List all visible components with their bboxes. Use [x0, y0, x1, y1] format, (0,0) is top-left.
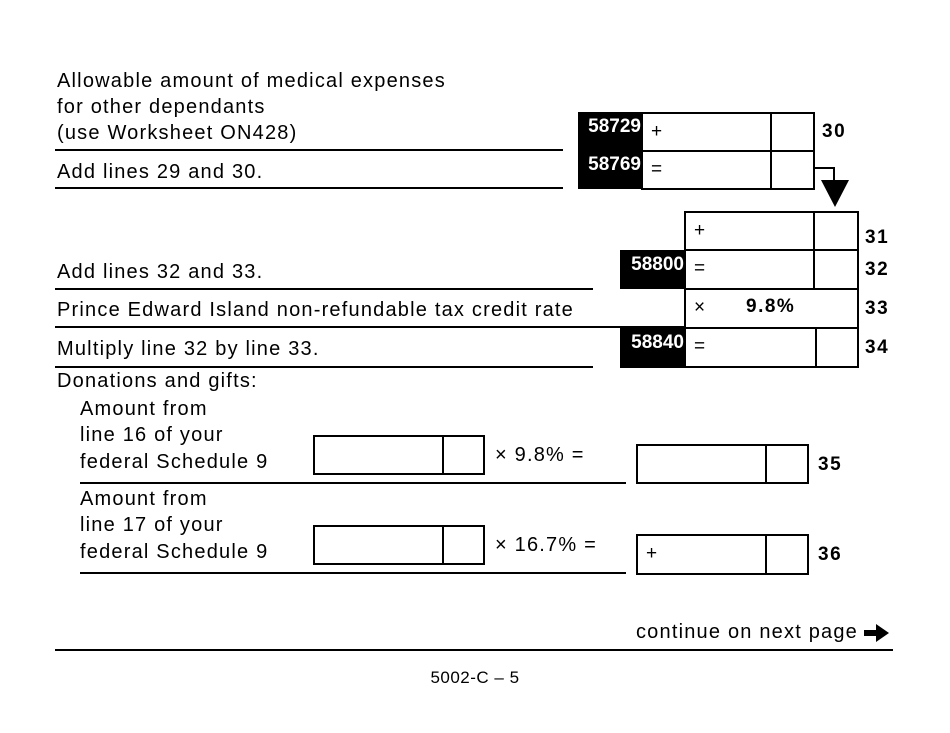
line35-label-1: Amount from [80, 398, 208, 420]
divider [55, 288, 593, 290]
equals-sign: = [694, 336, 706, 357]
line-number-36: 36 [818, 544, 843, 565]
line-number-32: 32 [865, 259, 890, 280]
equals-sign: = [651, 159, 663, 180]
line35-operation: × 9.8% = [495, 444, 585, 466]
line36-label-2: line 17 of your [80, 514, 224, 536]
line33-label: Prince Edward Island non-refundable tax … [57, 299, 575, 321]
line33-rate-box: × 9.8% [684, 288, 859, 329]
line32-label: Add lines 32 and 33. [57, 261, 264, 283]
line-sum-label: Add lines 29 and 30. [57, 161, 264, 183]
cents-divider [770, 114, 772, 150]
divider [80, 572, 626, 574]
line30-label-3: (use Worksheet ON428) [57, 122, 298, 144]
line36-operation: × 16.7% = [495, 534, 597, 556]
divider [80, 482, 626, 484]
equals-sign: = [694, 258, 706, 279]
donations-heading: Donations and gifts: [57, 370, 258, 392]
line35-amount-input[interactable] [313, 435, 485, 475]
cents-divider [815, 329, 817, 366]
line30-input[interactable]: + [641, 112, 815, 152]
plus-sign: + [651, 121, 663, 142]
line34-label: Multiply line 32 by line 33. [57, 338, 320, 360]
line35-label-2: line 16 of your [80, 424, 224, 446]
line36-label-1: Amount from [80, 488, 208, 510]
line-number-33: 33 [865, 298, 890, 319]
continue-text: continue on next page [635, 621, 858, 643]
plus-sign: + [646, 543, 658, 564]
line35-result-input[interactable] [636, 444, 809, 484]
line36-result-input[interactable]: + [636, 534, 809, 575]
divider [55, 326, 685, 328]
divider [55, 149, 563, 151]
line30-label-2: for other dependants [57, 96, 266, 118]
line32-code: 58800 [620, 250, 686, 289]
cents-divider [813, 251, 815, 288]
line-sum-code: 58769 [578, 150, 643, 189]
cents-divider [813, 213, 815, 249]
line30-code: 58729 [578, 112, 643, 151]
line33-rate: 9.8% [746, 296, 796, 317]
page-number: 5002-C – 5 [430, 668, 520, 687]
line-number-34: 34 [865, 337, 890, 358]
line-number-35: 35 [818, 454, 843, 475]
line34-code: 58840 [620, 328, 686, 368]
line36-label-3: federal Schedule 9 [80, 541, 269, 563]
line34-input[interactable]: = [684, 327, 859, 368]
cents-divider [770, 152, 772, 188]
line-number-30: 30 [822, 121, 847, 142]
line36-amount-input[interactable] [313, 525, 485, 565]
divider [55, 366, 593, 368]
line-sum-input[interactable]: = [641, 150, 815, 190]
line30-label-1: Allowable amount of medical expenses [57, 70, 446, 92]
right-arrow-icon [864, 624, 889, 642]
footer-rule [55, 649, 893, 651]
divider [55, 187, 563, 189]
line35-label-3: federal Schedule 9 [80, 451, 269, 473]
down-arrow-icon [813, 167, 849, 207]
line31-input[interactable]: + [684, 211, 859, 251]
cents-divider [765, 536, 767, 573]
plus-sign: + [694, 220, 706, 241]
multiply-sign: × [694, 297, 706, 318]
cents-divider [442, 527, 444, 563]
cents-divider [765, 446, 767, 482]
line32-input[interactable]: = [684, 249, 859, 290]
cents-divider [442, 437, 444, 473]
line-number-31: 31 [865, 227, 890, 248]
